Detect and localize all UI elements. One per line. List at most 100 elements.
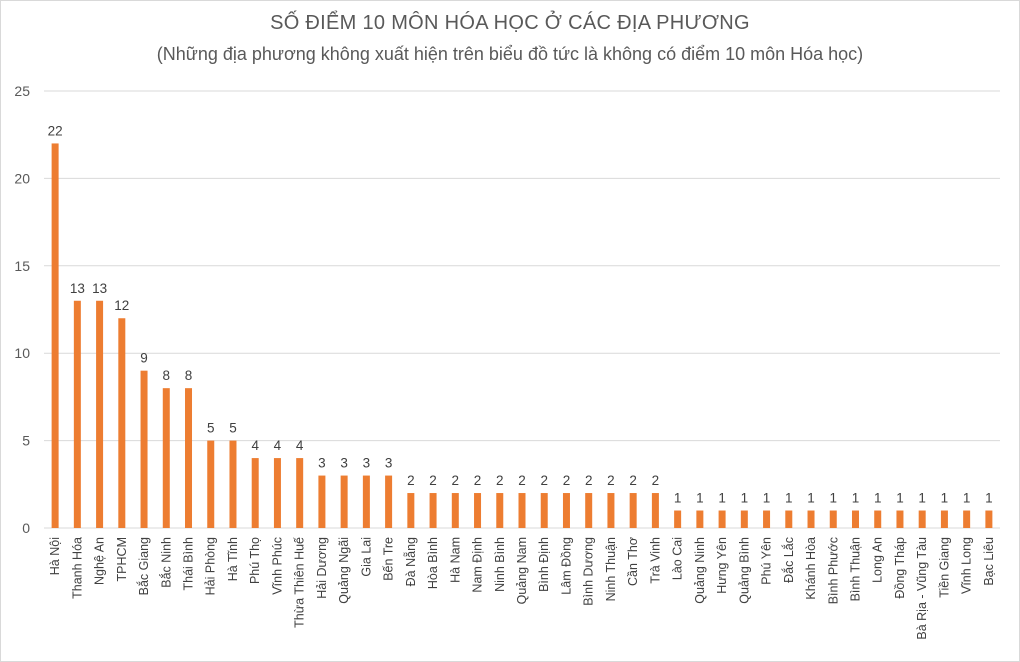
bar — [429, 493, 437, 528]
category-label: Phú Yên — [760, 537, 774, 585]
category-label: Thái Bình — [182, 537, 196, 591]
y-tick-label: 25 — [14, 83, 30, 99]
bar — [162, 388, 170, 528]
data-label: 4 — [251, 438, 259, 453]
category-label: Quảng Bình — [737, 537, 751, 604]
data-label: 1 — [696, 491, 704, 506]
category-label: Ninh Bình — [493, 537, 507, 592]
bar — [829, 510, 837, 528]
data-label: 13 — [70, 281, 85, 296]
data-label: 1 — [918, 491, 926, 506]
category-label: Bạc Liêu — [982, 537, 996, 586]
data-label: 4 — [296, 438, 304, 453]
category-label: TPHCM — [115, 537, 129, 581]
category-label: Hưng Yên — [715, 537, 729, 594]
category-label: Bình Dương — [582, 537, 596, 606]
category-label: Đà Nẵng — [403, 537, 418, 586]
bar — [918, 510, 926, 528]
bar — [651, 493, 659, 528]
data-label: 2 — [407, 473, 415, 488]
data-label: 1 — [852, 491, 860, 506]
category-label: Bến Tre — [382, 537, 396, 581]
bar — [718, 510, 726, 528]
data-label: 2 — [585, 473, 593, 488]
category-label: Quảng Ninh — [693, 537, 707, 604]
category-label: Tiền Giang — [937, 537, 951, 598]
data-label: 5 — [229, 421, 237, 436]
bar — [607, 493, 615, 528]
data-label: 2 — [563, 473, 571, 488]
bar — [985, 510, 993, 528]
bar — [451, 493, 459, 528]
data-label: 1 — [985, 491, 993, 506]
category-label: Hòa Bình — [426, 537, 440, 589]
data-label: 8 — [185, 368, 193, 383]
bar — [585, 493, 593, 528]
data-label: 4 — [274, 438, 282, 453]
data-label: 2 — [518, 473, 526, 488]
bar — [140, 370, 148, 528]
bar — [740, 510, 748, 528]
category-label: Gia Lai — [359, 537, 373, 577]
data-label: 1 — [963, 491, 971, 506]
category-label: Phú Thọ — [248, 537, 262, 584]
chart-title: SỐ ĐIỂM 10 MÔN HÓA HỌC Ở CÁC ĐỊA PHƯƠNG — [270, 12, 750, 34]
data-label: 8 — [163, 368, 171, 383]
category-label: Lào Cai — [671, 537, 685, 580]
bar — [362, 475, 370, 528]
data-label: 1 — [718, 491, 726, 506]
bar — [296, 458, 304, 528]
bar — [318, 475, 326, 528]
bar — [340, 475, 348, 528]
bar — [874, 510, 882, 528]
bar — [896, 510, 904, 528]
bar — [251, 458, 259, 528]
data-label: 2 — [652, 473, 660, 488]
category-label: Vĩnh Phúc — [270, 537, 284, 595]
data-label: 3 — [385, 456, 393, 471]
y-axis-ticks: 0 5 10 15 20 25 — [14, 83, 30, 536]
bar — [207, 440, 215, 528]
bar — [273, 458, 281, 528]
bar — [496, 493, 504, 528]
data-label: 1 — [896, 491, 904, 506]
bar — [851, 510, 859, 528]
bar — [407, 493, 415, 528]
bar — [51, 143, 59, 528]
category-label: Bình Thuận — [848, 537, 862, 601]
bar — [118, 318, 126, 528]
bar — [96, 300, 104, 528]
bar — [763, 510, 771, 528]
data-label: 9 — [140, 351, 148, 366]
chart-subtitle: (Những địa phương không xuất hiện trên b… — [156, 44, 864, 64]
y-tick-label: 0 — [22, 520, 30, 536]
category-label: Lâm Đồng — [559, 537, 573, 595]
data-label: 1 — [763, 491, 771, 506]
data-label: 3 — [363, 456, 371, 471]
category-label: Nam Định — [471, 537, 485, 593]
data-label: 2 — [607, 473, 615, 488]
category-label: Khánh Hòa — [804, 537, 818, 600]
bar — [73, 300, 81, 528]
data-label: 12 — [114, 298, 129, 313]
y-tick-label: 10 — [14, 345, 30, 361]
data-label: 1 — [741, 491, 749, 506]
bar — [562, 493, 570, 528]
bar — [963, 510, 971, 528]
category-label: Quảng Ngãi — [337, 537, 351, 604]
y-tick-label: 20 — [14, 170, 30, 186]
bar — [629, 493, 637, 528]
bar — [474, 493, 482, 528]
category-label: Bình Phước — [826, 537, 840, 604]
data-label: 1 — [785, 491, 793, 506]
data-label: 1 — [874, 491, 882, 506]
bar — [385, 475, 393, 528]
category-label: Thừa Thiên Huế — [293, 537, 307, 628]
category-label: Hà Tĩnh — [226, 537, 240, 581]
data-label: 2 — [452, 473, 460, 488]
bar — [229, 440, 237, 528]
data-label: 3 — [318, 456, 326, 471]
bar — [807, 510, 815, 528]
category-label: Thanh Hóa — [70, 537, 84, 599]
category-labels: Hà Nội Thanh Hóa Nghệ An TPHCM Bắc Giang Bắc … — [48, 537, 996, 640]
